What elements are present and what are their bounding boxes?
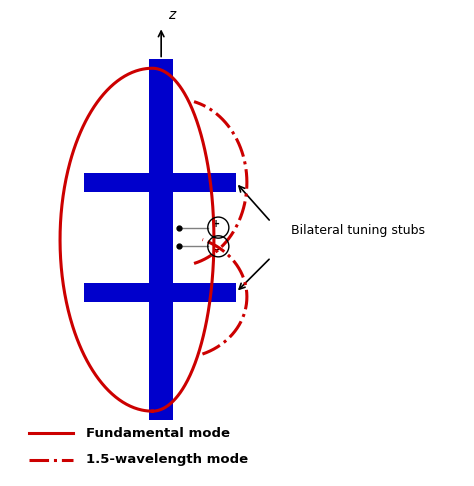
Bar [84,282,236,302]
Bar [84,173,236,192]
Text: 1.5-wavelength mode: 1.5-wavelength mode [86,453,248,466]
Text: Fundamental mode: Fundamental mode [86,427,230,440]
Text: Bilateral tuning stubs: Bilateral tuning stubs [291,225,425,237]
Text: z: z [168,8,175,22]
Bar [149,59,173,420]
Text: +: + [211,219,220,228]
Text: −: − [212,244,220,255]
